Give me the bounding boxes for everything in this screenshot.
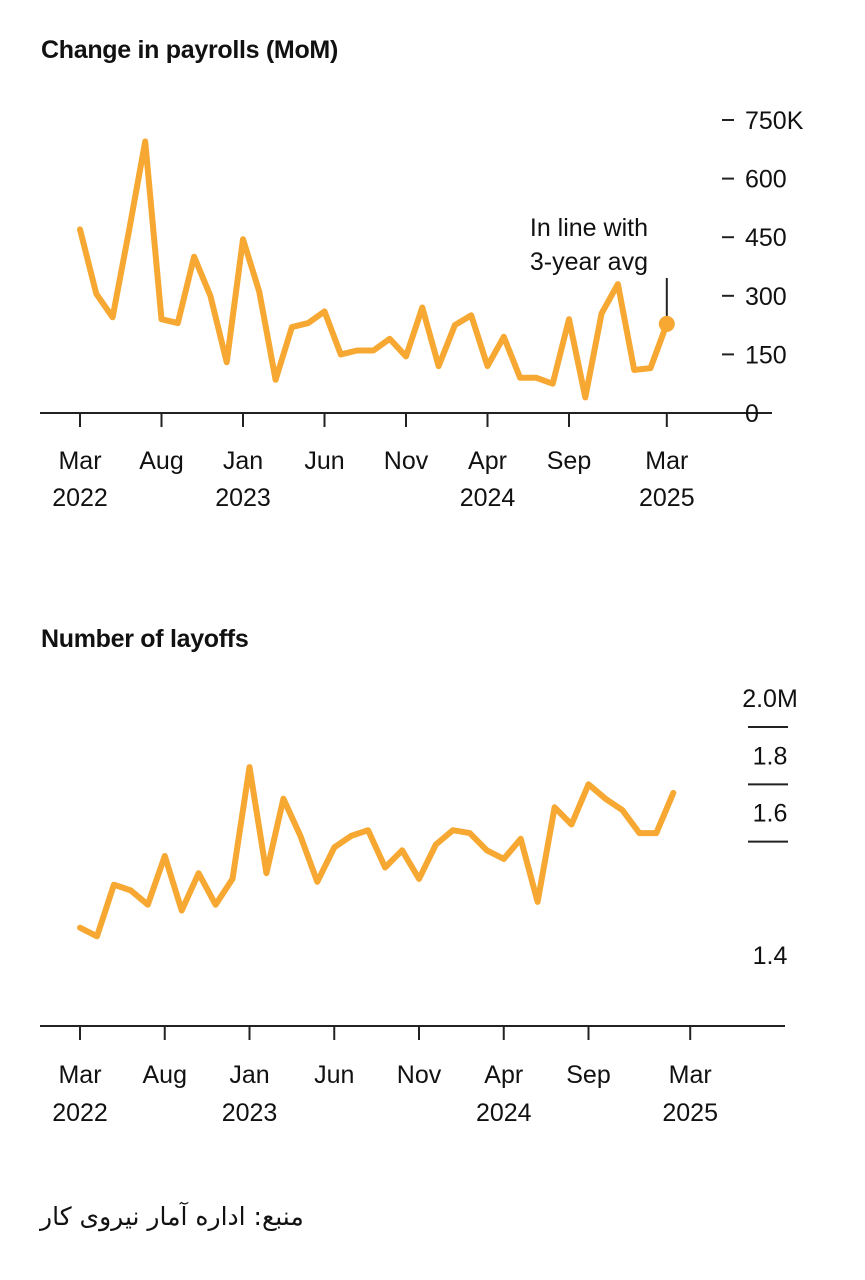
layoffs-x-tick-month: Jan bbox=[229, 1061, 269, 1089]
layoffs-line-chart: 2.0M 1.8 1.6 1.4 Mar 2022 Aug Jan 2023 Jun Nov Apr 2… bbox=[40, 685, 798, 1127]
payrolls-y-tick-label: 600 bbox=[745, 166, 787, 194]
payrolls-x-tick-month: Apr bbox=[468, 447, 507, 475]
layoffs-x-tick-month: Nov bbox=[397, 1061, 442, 1089]
layoffs-x-tick-month: Apr bbox=[484, 1061, 523, 1089]
payrolls-x-tick-year: 2024 bbox=[460, 484, 516, 512]
payrolls-x-tick-month: Jan bbox=[223, 447, 263, 475]
layoffs-x-tick-month: Sep bbox=[566, 1061, 610, 1089]
layoffs-x-tick-year: 2025 bbox=[662, 1099, 718, 1127]
payrolls-x-tick-month: Jun bbox=[304, 447, 344, 475]
payrolls-chart-title: Change in payrolls (MoM) bbox=[41, 36, 338, 64]
layoffs-x-tick-month: Mar bbox=[58, 1061, 101, 1089]
annotation-line-1: In line with bbox=[530, 214, 648, 242]
payrolls-x-tick-year: 2025 bbox=[639, 484, 695, 512]
layoffs-x-tick-month: Mar bbox=[669, 1061, 712, 1089]
payrolls-x-tick-year: 2023 bbox=[215, 484, 271, 512]
payrolls-y-tick-label: 300 bbox=[745, 283, 787, 311]
source-note: منبع: اداره آمار نیروی کار bbox=[40, 1202, 304, 1231]
payrolls-y-tick-label: 150 bbox=[745, 341, 787, 369]
layoffs-y-tick-label: 2.0M bbox=[742, 685, 798, 713]
payrolls-y-tick-label: 750K bbox=[745, 107, 804, 135]
layoffs-x-tick-month: Aug bbox=[143, 1061, 187, 1089]
payrolls-x-tick-month: Mar bbox=[58, 447, 101, 475]
layoffs-series-line bbox=[77, 764, 677, 940]
layoffs-y-tick-label: 1.6 bbox=[753, 800, 788, 828]
layoffs-y-tick-label: 1.4 bbox=[753, 942, 788, 970]
layoffs-x-tick-year: 2022 bbox=[52, 1099, 108, 1127]
payrolls-x-tick-month: Sep bbox=[547, 447, 591, 475]
layoffs-x-tick-month: Jun bbox=[314, 1061, 354, 1089]
layoffs-x-tick-year: 2023 bbox=[222, 1099, 278, 1127]
annotation-line-2: 3-year avg bbox=[530, 248, 648, 276]
payrolls-y-tick-label: 0 bbox=[745, 400, 759, 428]
payrolls-x-tick-month: Mar bbox=[645, 447, 688, 475]
payrolls-line-chart: 750K 600 450 300 150 0 Mar 2022 Aug Jan 2023 Jun Nov… bbox=[40, 107, 804, 512]
payrolls-y-tick-label: 450 bbox=[745, 224, 787, 252]
layoffs-x-tick-year: 2024 bbox=[476, 1099, 532, 1127]
payrolls-x-tick-month: Nov bbox=[384, 447, 429, 475]
payrolls-series-line bbox=[77, 138, 670, 401]
payrolls-latest-point bbox=[658, 315, 675, 332]
payrolls-x-tick-month: Aug bbox=[139, 447, 183, 475]
payrolls-x-tick-year: 2022 bbox=[52, 484, 108, 512]
layoffs-y-tick-label: 1.8 bbox=[753, 742, 788, 770]
layoffs-chart-title: Number of layoffs bbox=[41, 625, 249, 653]
